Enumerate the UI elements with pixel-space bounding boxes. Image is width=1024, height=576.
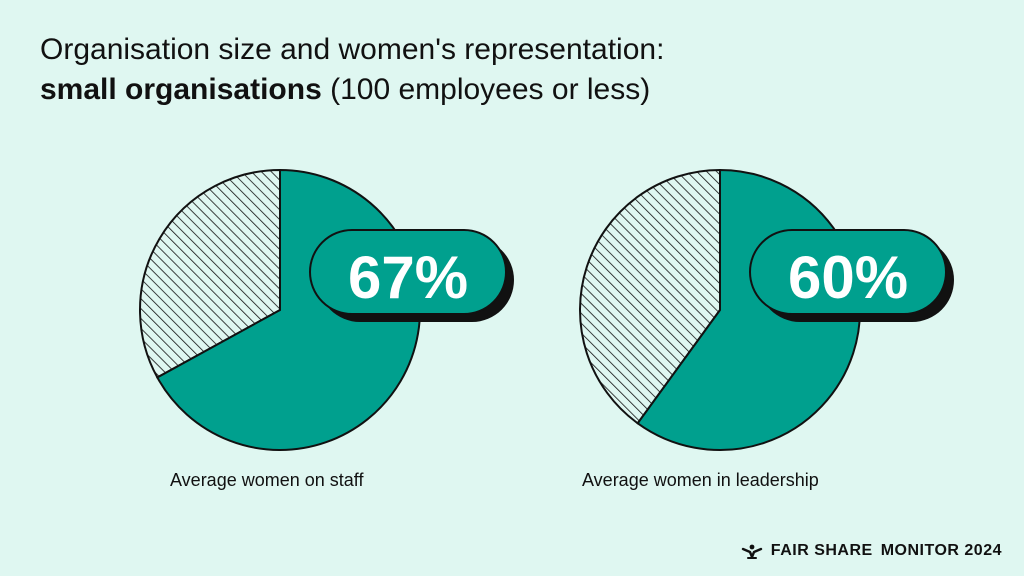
pie-slice-other-staff — [139, 168, 281, 379]
label-pill-staff — [309, 229, 507, 315]
pie-chart-leadership: 60% Average women in leadership — [579, 168, 954, 490]
footer-brand-bold: MONITOR 2024 — [880, 542, 1002, 559]
data-label-leadership: 60% — [788, 244, 908, 311]
footer-brand-light: FAIR SHARE — [770, 542, 873, 559]
title-bold: small organisations — [40, 73, 322, 106]
footer-brand: FAIR SHARE MONITOR 2024 — [741, 542, 1002, 560]
title-rest: (100 employees or less) — [330, 73, 651, 106]
label-pill-leadership — [749, 229, 947, 315]
pie-slice-other-leadership — [579, 168, 721, 425]
chart-title: Organisation size and women's representa… — [40, 30, 664, 110]
title-line-1: Organisation size and women's representa… — [40, 33, 665, 66]
data-label-staff: 67% — [348, 244, 468, 311]
fair-share-logo-icon — [741, 544, 762, 559]
caption-staff: Average women on staff — [170, 470, 364, 490]
pie-chart-staff: 67% Average women on staff — [139, 168, 514, 490]
caption-leadership: Average women in leadership — [582, 470, 819, 490]
